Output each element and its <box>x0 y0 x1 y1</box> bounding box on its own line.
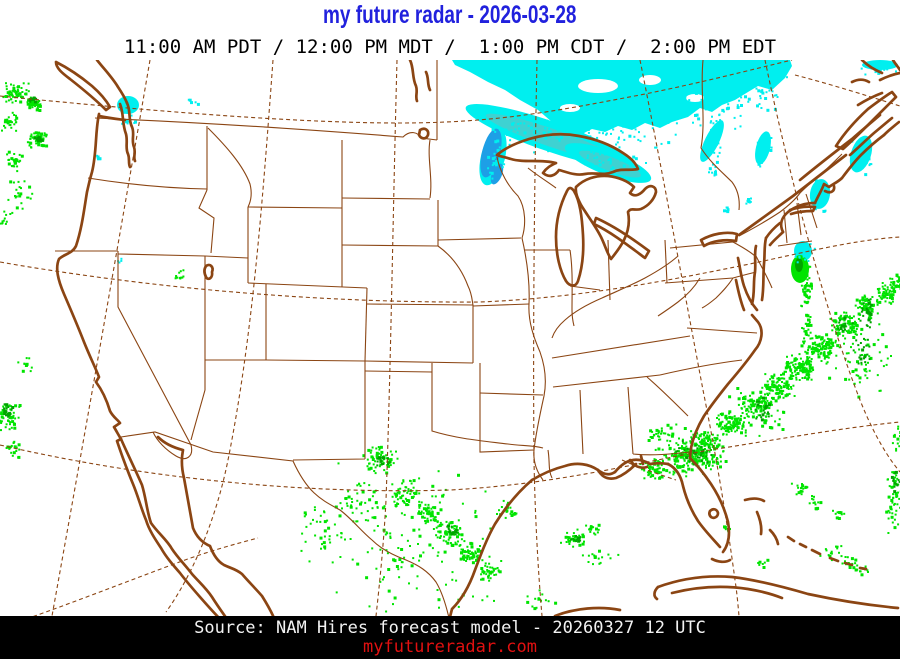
header: my future radar - 2026-03-28 11:00 AM PD… <box>0 0 900 60</box>
source-text: Source: NAM Hires forecast model - 20260… <box>194 618 706 638</box>
page-title-text: my future radar - 2026-03-28 <box>323 1 577 29</box>
page-title: my future radar - 2026-03-28 <box>0 1 900 29</box>
footer-bar: Source: NAM Hires forecast model - 20260… <box>0 616 900 659</box>
radar-map <box>0 60 900 616</box>
timezone-times: 11:00 AM PDT / 12:00 PM MDT / 1:00 PM CD… <box>123 36 777 58</box>
map-canvas <box>0 60 900 616</box>
website-link[interactable]: myfutureradar.com <box>363 637 537 657</box>
